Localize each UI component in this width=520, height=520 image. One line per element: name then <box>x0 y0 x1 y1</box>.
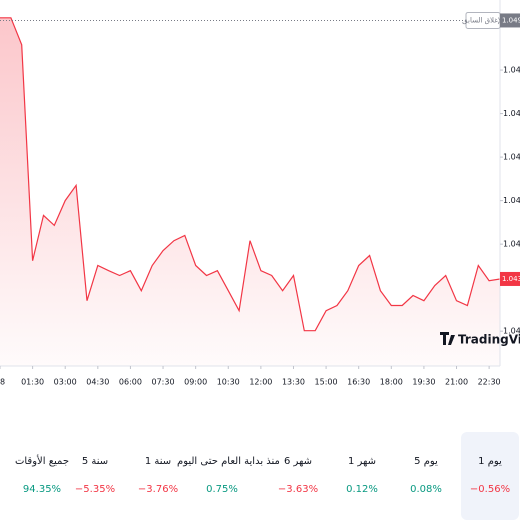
performance-tab[interactable]: 1 شهر 0.12% <box>332 432 392 520</box>
y-tick-label: 1.04700 <box>503 109 520 118</box>
price-line <box>0 17 500 332</box>
period-label: 1 شهر <box>347 456 377 467</box>
x-tick-label: 10:30 <box>217 378 240 387</box>
x-tick-label: 19:30 <box>412 378 435 387</box>
x-tick-label: 04:30 <box>86 378 109 387</box>
performance-tab[interactable]: 1 سنة −3.76% <box>128 432 188 520</box>
period-label: جميع الأوقات <box>14 456 70 467</box>
period-change: 0.12% <box>346 484 378 495</box>
watermark: TradingView <box>440 332 520 347</box>
period-change: −0.56% <box>469 484 511 495</box>
reference-value: 1.04914 <box>502 16 520 24</box>
period-change: −3.63% <box>277 484 319 495</box>
reference-badge <box>500 13 520 28</box>
x-tick-label: 21:00 <box>445 378 468 387</box>
x-tick-label: 07:30 <box>152 378 175 387</box>
area-fill <box>0 17 500 366</box>
logo <box>440 332 455 345</box>
period-change: 0.75% <box>206 484 238 495</box>
period-label: 1 سنة <box>144 456 172 467</box>
x-tick-label: 12:00 <box>249 378 272 387</box>
price-badge-value: 1.04320 <box>502 275 520 283</box>
y-tick-label: 1.04600 <box>503 153 520 162</box>
x-tick-label: 13:30 <box>282 378 305 387</box>
x-tick-label: 18:00 <box>380 378 403 387</box>
x-tick-label: 01:30 <box>21 378 44 387</box>
performance-tab[interactable]: 5 سنة −5.35% <box>65 432 125 520</box>
period-label: 1 يوم <box>478 456 502 467</box>
performance-tab[interactable]: 6 شهر −3.63% <box>268 432 328 520</box>
period-label: 5 سنة <box>81 456 109 467</box>
watermark-text: TradingView <box>458 333 520 347</box>
period-change: 0.08% <box>410 484 442 495</box>
performance-tab[interactable]: جميع الأوقات 94.35% <box>2 432 82 520</box>
performance-tab[interactable]: 5 يوم 0.08% <box>396 432 456 520</box>
y-tick-label: 1.04800 <box>503 66 520 75</box>
y-tick-label: 1.04200 <box>503 327 520 336</box>
x-tick-label: 09:00 <box>184 378 207 387</box>
performance-tab[interactable]: 1 يوم −0.56% <box>461 432 519 520</box>
price-badge <box>500 271 520 286</box>
y-tick-label: 1.04500 <box>503 196 520 205</box>
x-tick-label: 03:00 <box>54 378 77 387</box>
period-change: −5.35% <box>74 484 116 495</box>
y-tick-label: 1.04400 <box>503 240 520 249</box>
period-change: −3.76% <box>137 484 179 495</box>
plot-area <box>0 17 500 366</box>
x-tick-label: 15:00 <box>315 378 338 387</box>
period-label: 5 يوم <box>414 456 438 467</box>
reference-name: الإغلاق السابق <box>462 16 504 24</box>
x-tick-label: 28 <box>0 378 5 387</box>
period-label: منذ بداية العام حتى اليوم <box>177 456 280 467</box>
x-tick-label: 22:30 <box>478 378 501 387</box>
period-change: 94.35% <box>22 484 62 495</box>
period-label: 6 شهر <box>283 456 313 467</box>
x-tick-label: 06:00 <box>119 378 142 387</box>
chart: TradingView 1.04200 1.04400 1.04500 1.04600… <box>0 0 520 387</box>
performance-row: 1 يوم −0.56% 5 يوم 0.08% 1 شهر 0.12% 6 شهر −3.6… <box>0 432 520 520</box>
x-tick-label: 16:30 <box>347 378 370 387</box>
performance-tab[interactable]: منذ بداية العام حتى اليوم 0.75% <box>177 432 280 520</box>
